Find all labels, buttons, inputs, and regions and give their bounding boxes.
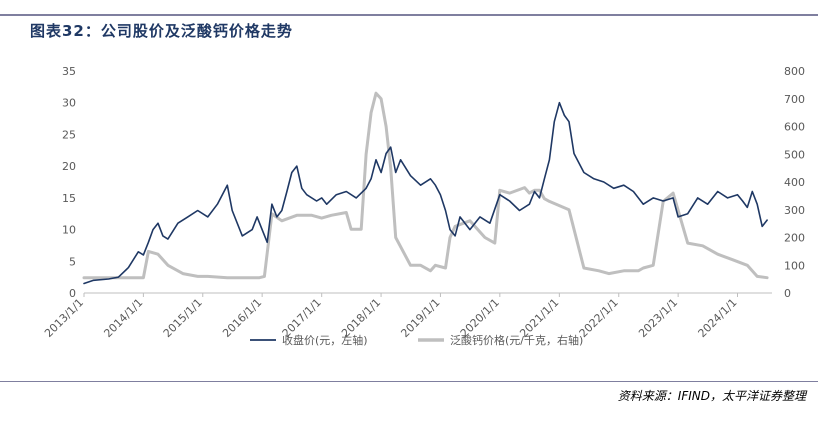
legend-stock-label: 收盘价(元，左轴) xyxy=(282,333,368,347)
y-left-tick-label: 35 xyxy=(62,65,76,78)
top-rule xyxy=(0,14,818,16)
x-tick-label: 2022/1/1 xyxy=(577,296,621,340)
y-left-tick-label: 0 xyxy=(69,287,76,300)
y-left-tick-label: 5 xyxy=(69,255,76,268)
y-right-tick-label: 600 xyxy=(784,121,805,134)
y-right-tick-label: 700 xyxy=(784,93,805,106)
y-left-tick-label: 10 xyxy=(62,224,76,237)
y-left-tick-label: 30 xyxy=(62,97,76,110)
x-tick-label: 2019/1/1 xyxy=(398,296,442,340)
y-right-tick-label: 100 xyxy=(784,259,805,272)
x-tick-label: 2013/1/1 xyxy=(42,296,86,340)
y-left-tick-label: 15 xyxy=(62,192,76,205)
x-tick-label: 2024/1/1 xyxy=(696,296,740,340)
series-line-stock xyxy=(83,101,768,285)
x-tick-label: 2015/1/1 xyxy=(161,296,205,340)
chart-title: 图表32：公司股价及泛酸钙价格走势 xyxy=(30,22,293,40)
y-right-tick-label: 300 xyxy=(784,204,805,217)
y-right-tick-label: 800 xyxy=(784,65,805,78)
y-right-tick-label: 200 xyxy=(784,232,805,245)
series-line-price xyxy=(82,91,769,280)
source-note: 资料来源：IFIND，太平洋证券整理 xyxy=(617,389,806,403)
y-right-tick-label: 400 xyxy=(784,176,805,189)
legend-price-label: 泛酸钙价格(元/千克，右轴) xyxy=(450,333,583,347)
bottom-rule xyxy=(0,381,818,382)
x-tick-label: 2016/1/1 xyxy=(220,296,264,340)
y-left-tick-label: 25 xyxy=(62,128,76,141)
x-tick-label: 2014/1/1 xyxy=(101,296,145,340)
y-right-tick-label: 0 xyxy=(784,287,791,300)
y-right-tick-label: 500 xyxy=(784,148,805,161)
x-tick-label: 2023/1/1 xyxy=(636,296,680,340)
chart: 2013/1/1 2014/1/1 2015/1/1 2016/1/1 2017/1/1… xyxy=(42,65,805,347)
y-left-tick-label: 20 xyxy=(62,160,76,173)
